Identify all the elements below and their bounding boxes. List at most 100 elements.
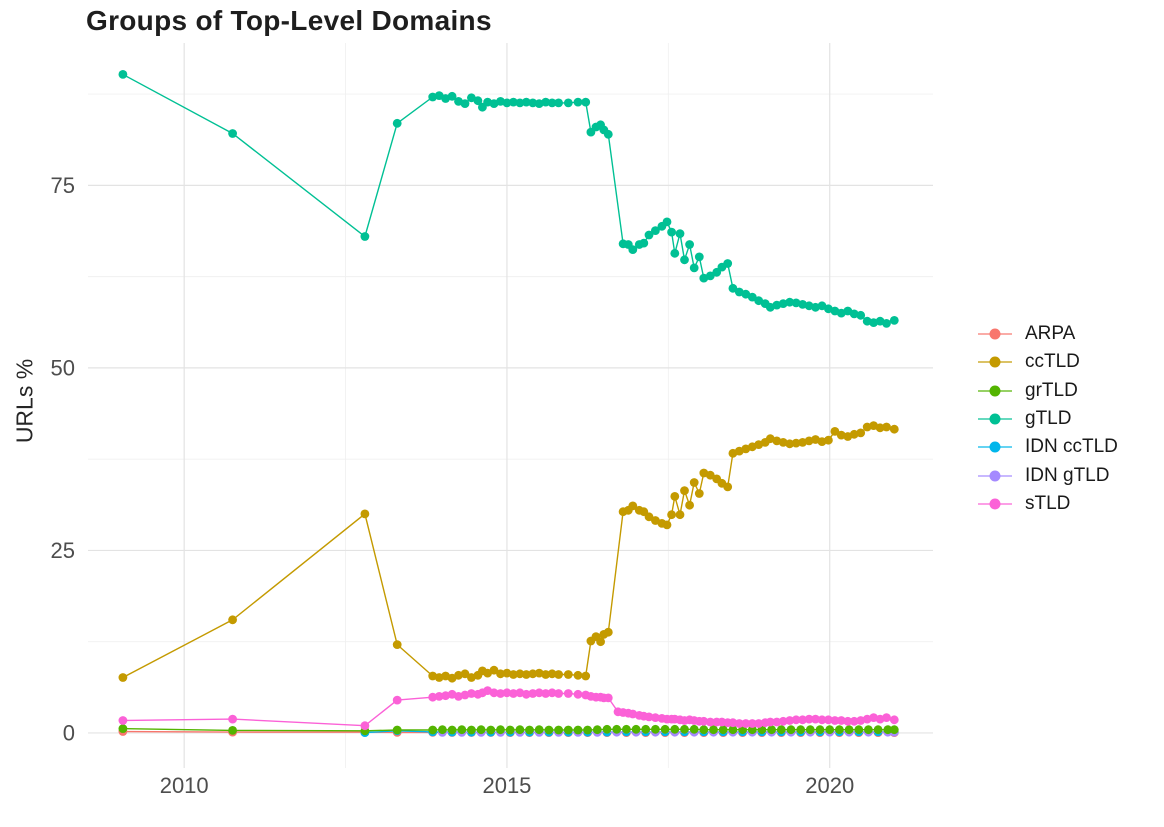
data-point	[882, 422, 891, 432]
y-tick-label: 75	[51, 173, 75, 198]
data-point	[667, 227, 676, 237]
legend-item-idn-cctld: IDN ccTLD	[976, 433, 1118, 461]
data-point	[747, 719, 757, 728]
legend-item-label: grTLD	[1025, 379, 1078, 401]
legend-item-gtld: gTLD	[976, 405, 1118, 433]
data-point	[603, 129, 613, 139]
data-point	[502, 688, 512, 698]
data-point	[554, 689, 563, 698]
data-point	[581, 97, 591, 107]
data-point	[602, 724, 612, 734]
chart-title: Groups of Top-Level Domains	[86, 5, 492, 36]
data-point	[796, 725, 806, 735]
data-point	[680, 486, 689, 495]
data-point	[360, 509, 370, 519]
legend-item-grtld: grTLD	[976, 377, 1118, 405]
data-point	[785, 716, 795, 725]
data-point	[689, 478, 699, 487]
data-point	[825, 725, 835, 735]
data-point	[639, 238, 649, 248]
data-point	[118, 70, 128, 79]
legend-item-label: sTLD	[1025, 492, 1071, 514]
legend-item-label: ARPA	[1025, 323, 1076, 345]
legend-item-label: IDN ccTLD	[1025, 436, 1118, 458]
data-point	[675, 229, 685, 239]
data-point	[680, 255, 689, 265]
data-point	[392, 695, 402, 705]
gridlines-major	[88, 43, 933, 768]
data-point	[563, 689, 573, 698]
data-point	[685, 240, 694, 249]
data-point	[628, 501, 638, 511]
legend-key-icon	[978, 441, 1012, 453]
legend-item-idn-gtld: IDN gTLD	[976, 461, 1118, 489]
legend-key-icon	[978, 328, 1012, 340]
data-point	[573, 670, 583, 680]
data-point	[694, 252, 704, 262]
data-point	[486, 725, 496, 735]
data-point	[460, 669, 470, 679]
data-point	[228, 726, 238, 735]
data-point	[680, 724, 689, 734]
data-point	[573, 725, 583, 735]
data-point	[705, 271, 715, 281]
data-point	[723, 259, 733, 268]
data-point	[428, 725, 438, 735]
data-point	[457, 725, 467, 735]
legend-item-arpa: ARPA	[976, 320, 1118, 348]
data-point	[528, 669, 538, 679]
data-point	[476, 725, 486, 735]
data-point	[798, 715, 807, 725]
data-point	[473, 96, 483, 106]
data-point	[849, 716, 859, 726]
legend-item-cctld: ccTLD	[976, 348, 1118, 376]
data-point	[467, 725, 476, 735]
data-point	[835, 725, 844, 735]
data-point	[460, 99, 470, 108]
legend-item-label: gTLD	[1025, 408, 1072, 430]
data-point	[118, 724, 128, 733]
data-point	[489, 665, 499, 675]
data-point	[824, 715, 833, 725]
data-point	[496, 669, 505, 679]
data-point	[699, 725, 709, 735]
data-point	[392, 725, 402, 735]
legend-key-icon	[978, 413, 1012, 425]
data-point	[791, 438, 801, 448]
data-point	[709, 725, 718, 735]
data-point	[544, 725, 554, 735]
data-point	[509, 689, 518, 698]
data-point	[791, 715, 801, 725]
data-point	[612, 724, 622, 734]
legend: ARPA ccTLD grTLD gTLD IDN ccTLD	[976, 320, 1118, 518]
data-point	[228, 714, 238, 724]
data-point	[728, 283, 738, 293]
data-point	[728, 718, 738, 728]
data-point	[528, 689, 538, 698]
data-point	[596, 637, 605, 647]
data-point	[528, 98, 538, 108]
data-point	[694, 489, 704, 498]
data-point	[515, 98, 525, 108]
data-point	[505, 725, 515, 735]
data-point	[573, 689, 583, 699]
legend-key-icon	[978, 356, 1012, 368]
data-point	[583, 725, 592, 735]
data-point	[563, 725, 573, 735]
data-point	[675, 510, 685, 520]
legend-item-label: ccTLD	[1025, 351, 1080, 373]
data-point	[628, 245, 638, 255]
data-point	[747, 725, 757, 735]
data-point	[889, 725, 899, 735]
data-point	[534, 688, 544, 698]
data-point	[785, 439, 795, 449]
data-point	[534, 725, 544, 735]
data-point	[428, 692, 438, 702]
data-point	[889, 424, 899, 434]
data-point	[592, 725, 602, 735]
data-point	[521, 689, 531, 699]
data-point	[644, 512, 654, 522]
data-point	[685, 500, 694, 510]
data-point	[651, 226, 660, 236]
series-stld	[118, 686, 899, 731]
